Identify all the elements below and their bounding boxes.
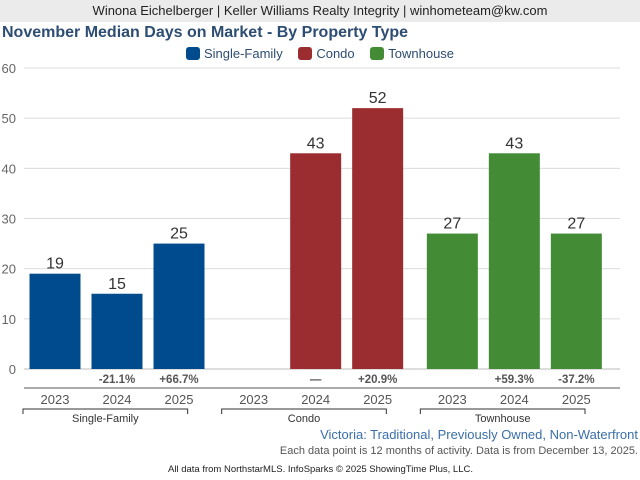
y-tick-label: 20: [2, 262, 16, 277]
bar: [550, 233, 602, 369]
change-label: —: [310, 374, 322, 386]
legend-label: Condo: [316, 46, 355, 61]
group-label: Condo: [288, 413, 320, 425]
x-tick-label: 2024: [500, 392, 529, 407]
data-label: 43: [505, 135, 523, 152]
data-note: Each data point is 12 months of activity…: [279, 445, 638, 457]
bar: [153, 243, 205, 369]
y-tick-label: 50: [2, 111, 16, 126]
y-tick-label: 0: [9, 362, 16, 377]
y-tick-label: 30: [2, 212, 16, 227]
x-tick-label: 2025: [562, 392, 591, 407]
bar: [91, 293, 143, 369]
data-label: 43: [307, 135, 325, 152]
chart-title: November Median Days on Market - By Prop…: [2, 24, 409, 41]
change-label: -37.2%: [558, 374, 594, 386]
bar: [290, 153, 342, 369]
x-tick-label: 2024: [301, 392, 330, 407]
legend: Single-Family Condo Townhouse: [0, 46, 640, 61]
x-tick-label: 2023: [239, 392, 268, 407]
y-tick-label: 40: [2, 161, 16, 176]
y-tick-label: 10: [2, 312, 16, 327]
legend-swatch-townhouse: [370, 47, 385, 60]
group-bracket: [221, 408, 387, 414]
change-label: +20.9%: [358, 374, 397, 386]
bar: [29, 273, 81, 369]
source-footer: All data from NorthstarMLS. InfoSparks ©…: [168, 464, 473, 475]
data-label: 27: [443, 216, 461, 233]
bar: [352, 108, 404, 369]
data-label: 15: [108, 276, 126, 293]
y-tick-label: 60: [2, 61, 16, 76]
data-label: 19: [46, 256, 64, 273]
legend-swatch-single-family: [185, 47, 200, 60]
change-label: -21.1%: [99, 374, 135, 386]
data-label: 52: [369, 90, 387, 107]
data-label: 27: [567, 216, 585, 233]
legend-item-condo[interactable]: Condo: [298, 46, 355, 61]
group-label: Single-Family: [72, 413, 139, 425]
chart-subtitle: Victoria: Traditional, Previously Owned,…: [320, 427, 638, 442]
legend-swatch-condo: [298, 47, 313, 60]
x-tick-label: 2025: [363, 392, 392, 407]
bar: [488, 153, 540, 369]
legend-item-single-family[interactable]: Single-Family: [185, 46, 283, 61]
x-tick-label: 2025: [165, 392, 194, 407]
x-tick-label: 2024: [103, 392, 132, 407]
legend-item-townhouse[interactable]: Townhouse: [370, 46, 454, 61]
agent-header: Winona Eichelberger | Keller Williams Re…: [0, 0, 640, 22]
data-label: 25: [170, 226, 188, 243]
change-label: +66.7%: [159, 374, 198, 386]
x-tick-label: 2023: [41, 392, 70, 407]
change-label: +59.3%: [495, 374, 534, 386]
group-bracket: [22, 408, 189, 414]
bar: [426, 233, 478, 369]
group-label: Townhouse: [475, 413, 531, 425]
legend-label: Single-Family: [203, 46, 283, 61]
x-tick-label: 2023: [438, 392, 467, 407]
legend-label: Townhouse: [388, 46, 455, 61]
group-bracket: [419, 408, 586, 414]
